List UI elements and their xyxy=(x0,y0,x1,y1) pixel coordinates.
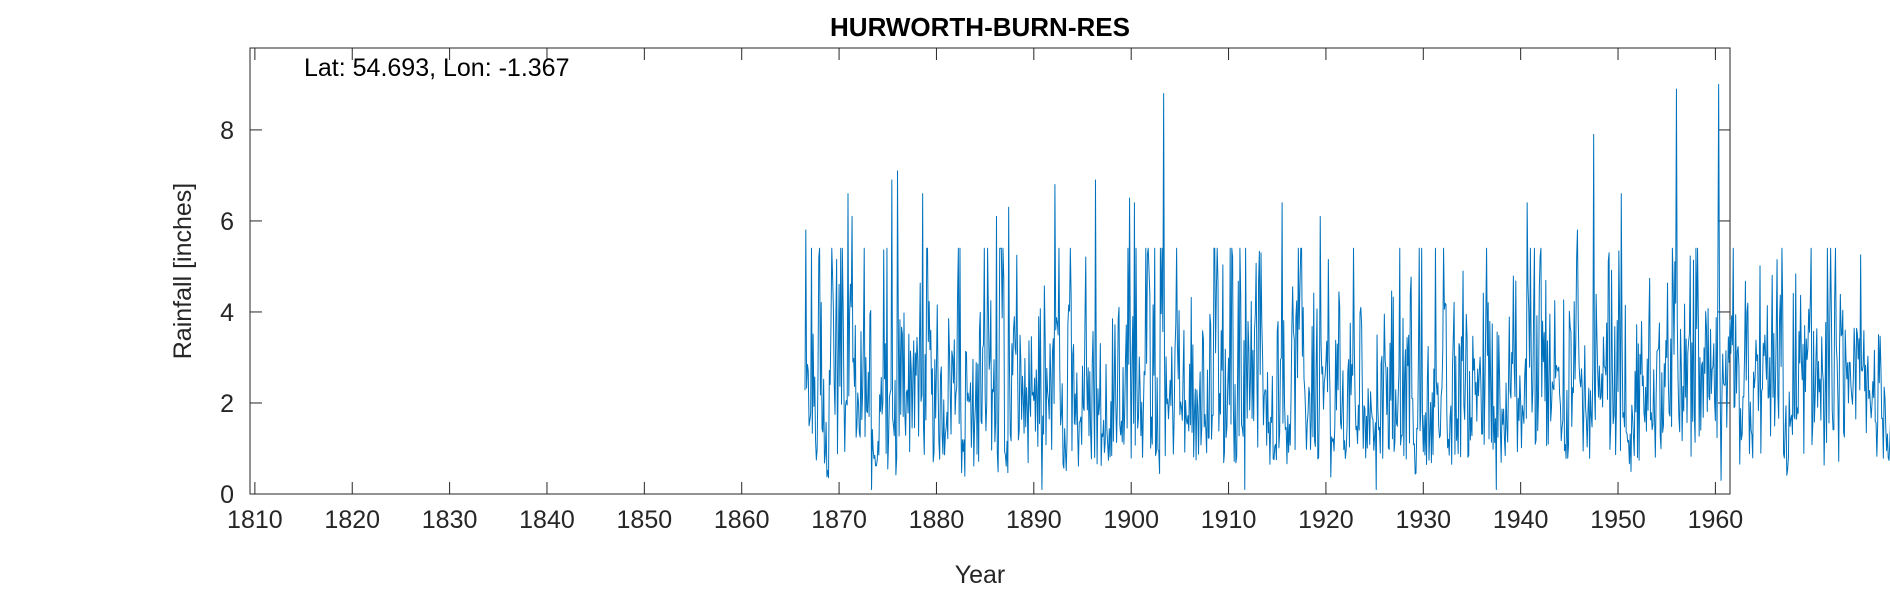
x-tick-label: 1840 xyxy=(519,506,575,534)
y-axis-label: Rainfall [inches] xyxy=(169,183,197,359)
y-tick-label: 2 xyxy=(220,390,234,418)
x-tick-label: 1860 xyxy=(714,506,770,534)
y-tick-label: 8 xyxy=(220,117,234,145)
chart-title: HURWORTH-BURN-RES xyxy=(830,12,1130,42)
x-tick-label: 1810 xyxy=(227,506,283,534)
series-layer xyxy=(804,83,1890,490)
location-annotation: Lat: 54.693, Lon: -1.367 xyxy=(304,54,570,82)
plot-area xyxy=(249,47,1731,495)
x-tick-label: 1900 xyxy=(1103,506,1159,534)
x-tick-label: 1850 xyxy=(617,506,673,534)
y-tick-label: 0 xyxy=(220,481,234,509)
y-tick-label: 4 xyxy=(220,299,234,327)
x-tick-label: 1930 xyxy=(1395,506,1451,534)
x-tick-label: 1890 xyxy=(1006,506,1062,534)
x-tick-label: 1880 xyxy=(909,506,965,534)
x-tick-label: 1820 xyxy=(324,506,380,534)
x-tick-label: 1830 xyxy=(422,506,478,534)
y-tick-label: 6 xyxy=(220,208,234,236)
x-tick-label: 1950 xyxy=(1590,506,1646,534)
x-tick-label: 1910 xyxy=(1201,506,1257,534)
x-tick-label: 1920 xyxy=(1298,506,1354,534)
x-tick-label: 1960 xyxy=(1688,506,1744,534)
axis-ticks: 1810 1820 1830 1840 1850 1860 1870 1880 1890 1900… xyxy=(220,48,1743,534)
rainfall-series-line xyxy=(804,83,1890,490)
x-tick-label: 1870 xyxy=(811,506,867,534)
x-axis-label: Year xyxy=(955,561,1006,589)
x-tick-label: 1940 xyxy=(1493,506,1549,534)
